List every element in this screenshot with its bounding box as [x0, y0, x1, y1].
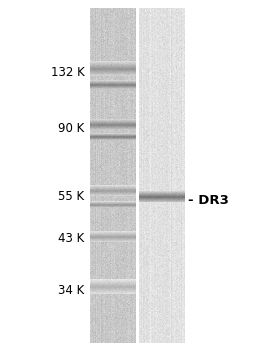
Text: 132 K: 132 K — [51, 66, 84, 79]
Text: 43 K: 43 K — [58, 232, 84, 245]
Text: - DR3: - DR3 — [188, 193, 229, 206]
Text: 90 K: 90 K — [58, 121, 84, 134]
Text: 55 K: 55 K — [58, 190, 84, 203]
Text: 34 K: 34 K — [58, 284, 84, 297]
